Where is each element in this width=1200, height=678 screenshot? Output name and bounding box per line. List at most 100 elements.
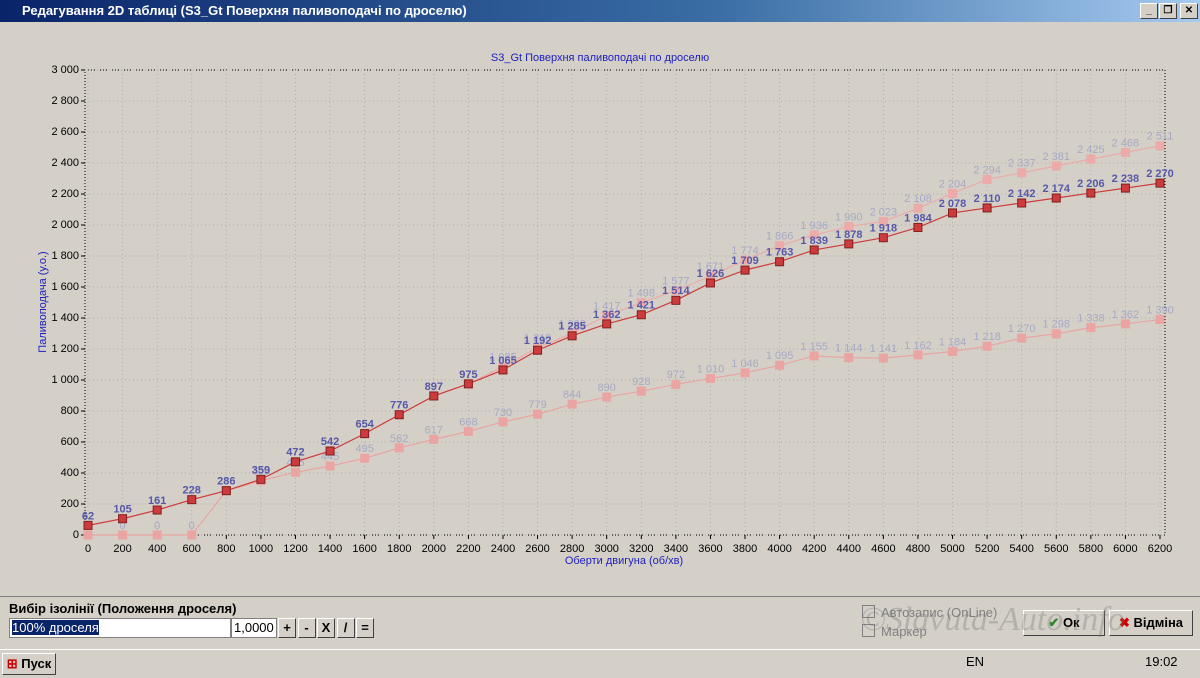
op-button[interactable]: +: [278, 618, 296, 638]
data-point: [602, 392, 612, 402]
data-point: [256, 474, 266, 484]
data-point: [221, 486, 231, 496]
data-point: [533, 345, 543, 355]
data-label: 0: [120, 520, 126, 532]
data-label: 0: [189, 520, 195, 532]
data-label: 2 381: [1042, 151, 1070, 163]
y-tick-label: 2 800: [51, 95, 79, 107]
data-label: 1 184: [939, 336, 967, 348]
data-label: 1 192: [524, 335, 552, 347]
data-point: [498, 365, 508, 375]
coefficient-input[interactable]: 1,0000: [231, 618, 277, 638]
data-point: [290, 467, 300, 477]
x-tick-label: 2600: [525, 543, 549, 555]
data-point: [118, 530, 128, 540]
data-point: [636, 386, 646, 396]
start-button[interactable]: ⊞ Пуск: [2, 653, 56, 675]
data-label: 1 010: [697, 363, 725, 375]
data-point: [1086, 154, 1096, 164]
data-label: 1 162: [904, 340, 932, 352]
data-label: 286: [217, 476, 235, 488]
data-label: 1 577: [662, 275, 690, 287]
data-point: [83, 520, 93, 530]
y-tick-label: 1 200: [51, 343, 79, 355]
data-label: 286: [217, 476, 235, 488]
data-label: 1 065: [489, 355, 517, 367]
x-tick-label: 5600: [1044, 543, 1068, 555]
op-button[interactable]: X: [317, 618, 335, 638]
data-point: [429, 434, 439, 444]
data-label: 1 990: [835, 211, 863, 223]
data-point: [187, 530, 197, 540]
data-label: 1 763: [766, 247, 794, 259]
y-tick-label: 600: [61, 436, 79, 448]
data-label: 776: [390, 400, 408, 412]
data-label: 2 108: [904, 193, 932, 205]
data-label: 975: [459, 369, 477, 381]
data-point: [1086, 323, 1096, 333]
data-point: [118, 514, 128, 524]
data-label: 1 918: [870, 223, 898, 235]
x-tick-label: 1400: [318, 543, 342, 555]
x-tick-label: 1200: [283, 543, 307, 555]
x-tick-label: 200: [113, 543, 131, 555]
data-point: [325, 461, 335, 471]
data-label: 1 144: [835, 343, 863, 355]
data-point: [636, 310, 646, 320]
data-point: [325, 446, 335, 456]
data-label: 975: [459, 369, 477, 381]
op-button[interactable]: /: [336, 618, 355, 638]
cancel-button[interactable]: ✖ Відміна: [1109, 610, 1193, 636]
x-tick-label: 3600: [698, 543, 722, 555]
data-label: 2 023: [870, 206, 898, 218]
op-button[interactable]: =: [356, 618, 374, 638]
data-point: [533, 409, 543, 419]
data-label: 2 425: [1077, 144, 1105, 156]
data-point: [1017, 333, 1027, 343]
minimize[interactable]: _: [1140, 3, 1158, 19]
data-label: 445: [321, 451, 339, 463]
ok-label: Ок: [1062, 615, 1080, 630]
data-label: 161: [148, 495, 166, 507]
data-point: [463, 379, 473, 389]
data-point: [878, 216, 888, 226]
data-label: 359: [252, 464, 270, 476]
data-point: [463, 426, 473, 436]
close[interactable]: ✕: [1180, 3, 1198, 19]
language[interactable]: EN: [966, 654, 985, 669]
data-point: [878, 353, 888, 363]
y-tick-label: 2 000: [51, 219, 79, 231]
isoline-select[interactable]: 100% дроселя: [9, 618, 231, 638]
data-point: [1155, 315, 1165, 325]
maximize[interactable]: ❐: [1159, 3, 1177, 19]
data-label: 2 142: [1008, 188, 1036, 200]
data-label: 776: [390, 400, 408, 412]
data-label: 654: [355, 419, 373, 431]
x-tick-label: 4400: [837, 543, 861, 555]
x-tick-label: 5800: [1079, 543, 1103, 555]
data-label: 62: [82, 510, 94, 522]
op-button[interactable]: -: [297, 618, 316, 638]
data-point: [982, 203, 992, 213]
data-point: [948, 188, 958, 198]
data-point: [602, 319, 612, 329]
data-point: [187, 495, 197, 505]
x-tick-label: 2000: [422, 543, 446, 555]
marker-checkbox[interactable]: Маркер: [862, 624, 927, 639]
data-label: 730: [494, 407, 512, 419]
data-point: [1120, 183, 1130, 193]
ok-button[interactable]: ✔ Ок: [1023, 610, 1105, 636]
data-point: [1051, 329, 1061, 339]
data-point: [705, 373, 715, 383]
series-line: [88, 318, 1161, 536]
data-point: [740, 265, 750, 275]
x-tick-label: 600: [183, 543, 201, 555]
data-label: 0: [154, 520, 160, 532]
data-label: 472: [286, 447, 304, 459]
autosave-checkbox[interactable]: Автозапис (OnLine): [862, 605, 997, 620]
x-tick-label: 3800: [733, 543, 757, 555]
data-point: [83, 530, 93, 540]
data-point: [152, 530, 162, 540]
data-label: 1 300: [558, 318, 586, 330]
